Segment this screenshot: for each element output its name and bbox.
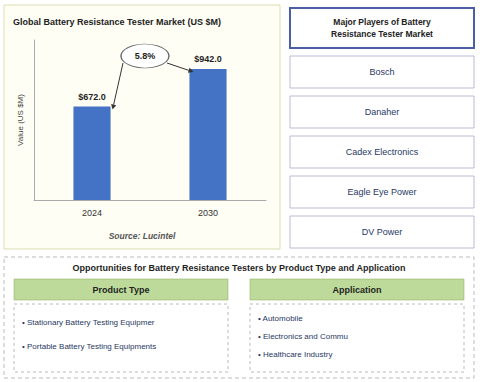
- svg-text:• Portable Battery Testing Equ: • Portable Battery Testing Equipments: [22, 342, 156, 351]
- svg-text:Value (US $M): Value (US $M): [16, 94, 25, 146]
- svg-text:• Automobile: • Automobile: [258, 314, 303, 323]
- svg-text:Application: Application: [333, 285, 382, 295]
- svg-text:Global Battery Resistance Test: Global Battery Resistance Tester Market …: [13, 17, 221, 27]
- svg-text:$672.0: $672.0: [78, 92, 106, 102]
- svg-text:DV Power: DV Power: [362, 227, 403, 237]
- svg-text:• Stationary Battery Testing E: • Stationary Battery Testing Equipmer: [22, 318, 155, 327]
- svg-text:2030: 2030: [198, 208, 218, 218]
- svg-text:2024: 2024: [82, 208, 102, 218]
- svg-text:Source: Lucintel: Source: Lucintel: [109, 231, 176, 241]
- svg-text:Opportunities for Battery Resi: Opportunities for Battery Resistance Tes…: [73, 263, 406, 273]
- svg-text:Bosch: Bosch: [369, 67, 394, 77]
- svg-text:Danaher: Danaher: [365, 107, 400, 117]
- svg-text:Eagle Eye Power: Eagle Eye Power: [347, 187, 416, 197]
- svg-text:$942.0: $942.0: [194, 54, 222, 64]
- svg-text:Resistance Tester Market: Resistance Tester Market: [331, 29, 433, 39]
- svg-text:Major Players of Battery: Major Players of Battery: [333, 17, 431, 27]
- svg-text:Cadex Electronics: Cadex Electronics: [346, 147, 419, 157]
- svg-text:• Electronics and Commu: • Electronics and Commu: [258, 332, 348, 341]
- svg-text:5.8%: 5.8%: [135, 51, 156, 61]
- svg-text:Product Type: Product Type: [93, 285, 150, 295]
- svg-text:• Healthcare Industry: • Healthcare Industry: [258, 350, 332, 359]
